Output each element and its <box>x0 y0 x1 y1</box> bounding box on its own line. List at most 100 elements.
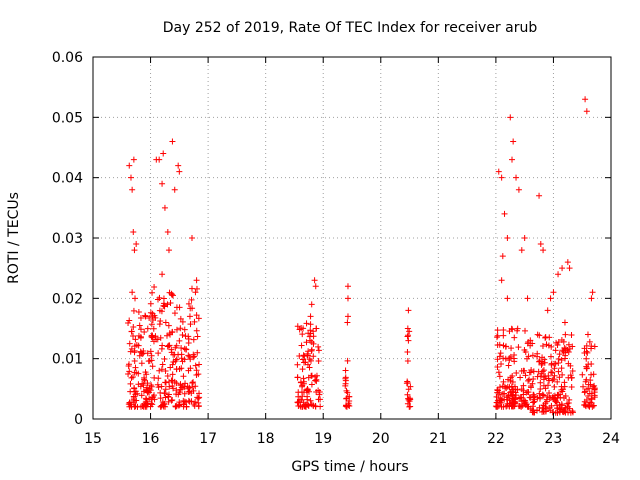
data-point <box>562 331 569 338</box>
data-point <box>515 344 522 351</box>
x-axis-label: GPS time / hours <box>291 459 408 475</box>
data-point <box>169 371 176 378</box>
data-point <box>551 372 558 379</box>
data-point <box>542 334 549 341</box>
data-point <box>501 210 508 217</box>
data-point <box>130 156 137 163</box>
data-point <box>162 386 169 393</box>
data-point <box>499 253 506 260</box>
data-point <box>589 403 596 410</box>
data-point <box>518 247 525 254</box>
data-point <box>537 386 544 393</box>
data-point <box>583 342 590 349</box>
data-point <box>310 402 317 409</box>
y-tick-label: 0.04 <box>52 171 83 187</box>
data-point <box>299 331 306 338</box>
data-point <box>539 405 546 412</box>
data-point <box>126 162 133 169</box>
data-point <box>530 399 537 406</box>
data-point <box>523 401 530 408</box>
data-point <box>294 399 301 406</box>
data-point <box>160 302 167 309</box>
data-point <box>127 380 134 387</box>
data-point <box>542 333 549 340</box>
data-point <box>125 371 132 378</box>
data-point <box>131 247 138 254</box>
data-point <box>562 392 569 399</box>
data-point <box>511 383 518 390</box>
data-point <box>551 383 558 390</box>
data-point <box>588 396 595 403</box>
data-point <box>126 317 133 324</box>
data-point <box>163 332 170 339</box>
data-point <box>536 404 543 411</box>
x-tick-label: 17 <box>199 431 217 447</box>
data-point <box>307 313 314 320</box>
data-point <box>552 347 559 354</box>
data-point <box>500 403 507 410</box>
data-point <box>168 397 175 404</box>
data-point <box>511 358 518 365</box>
data-point <box>149 310 156 317</box>
data-point <box>536 192 543 199</box>
data-point <box>521 235 528 241</box>
data-point <box>561 319 568 326</box>
data-point <box>540 392 547 399</box>
data-point <box>301 353 308 360</box>
data-point <box>554 378 561 385</box>
data-point <box>185 352 192 359</box>
data-point <box>556 351 563 358</box>
data-point <box>191 318 198 325</box>
data-point <box>554 409 561 416</box>
data-point <box>506 357 513 364</box>
data-point <box>167 300 174 307</box>
data-point <box>162 368 169 375</box>
data-point <box>188 235 195 241</box>
data-point <box>196 390 203 397</box>
data-point <box>539 391 546 398</box>
data-point <box>149 363 156 370</box>
data-point <box>548 361 555 368</box>
data-point <box>190 336 197 343</box>
data-point <box>169 382 176 389</box>
data-point <box>344 295 351 302</box>
data-point <box>560 348 567 355</box>
data-point <box>148 321 155 328</box>
data-point <box>178 351 185 358</box>
data-point <box>526 376 533 383</box>
data-point <box>529 352 536 359</box>
data-point <box>154 381 161 388</box>
data-point <box>583 355 590 362</box>
data-point <box>524 355 531 362</box>
data-point <box>161 400 168 407</box>
data-point <box>315 347 322 354</box>
data-point <box>520 367 527 374</box>
data-point <box>126 340 133 347</box>
data-point <box>508 345 515 352</box>
data-point <box>165 247 172 254</box>
data-point <box>161 355 168 362</box>
data-point <box>147 300 154 307</box>
data-point <box>185 389 192 396</box>
data-point <box>555 359 562 366</box>
data-point <box>194 333 201 340</box>
data-point <box>305 374 312 381</box>
data-point <box>160 403 167 410</box>
data-point <box>167 331 174 338</box>
data-point <box>547 369 554 376</box>
data-point <box>157 395 164 402</box>
data-point <box>406 403 413 410</box>
data-point <box>125 361 132 368</box>
data-point <box>568 383 575 390</box>
data-point <box>181 356 188 363</box>
data-point <box>494 342 501 349</box>
data-point <box>133 369 140 376</box>
data-point <box>136 352 143 359</box>
data-point <box>141 374 148 381</box>
data-point <box>549 369 556 376</box>
data-point <box>515 186 522 193</box>
data-point <box>310 340 317 347</box>
data-point <box>525 389 532 396</box>
data-point <box>173 326 180 333</box>
